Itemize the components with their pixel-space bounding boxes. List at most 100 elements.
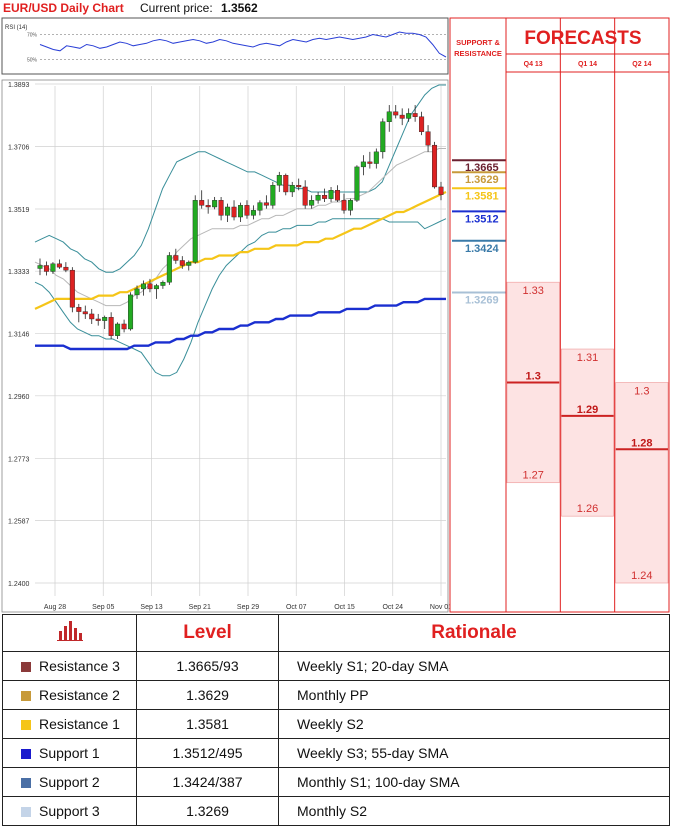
bar-chart-icon (56, 621, 83, 641)
candle-body (69, 269, 75, 308)
level-name: Resistance 2 (39, 687, 120, 703)
rsi-ref-label: 50% (27, 58, 38, 64)
forecast-low-label: 1.24 (631, 570, 652, 582)
candle-body (121, 323, 127, 330)
level-color-swatch (21, 778, 31, 788)
level-value: 1.3269 (136, 796, 279, 826)
candle-body (270, 185, 276, 206)
x-tick-label: Oct 24 (382, 604, 403, 611)
candle-body (37, 265, 43, 269)
sr-level-label: 1.3512 (465, 213, 499, 225)
candle-body (153, 285, 159, 290)
level-name-cell: Support 1 (2, 738, 137, 768)
forecast-high-label: 1.31 (577, 352, 598, 364)
candle-body (63, 266, 69, 271)
sr-level-label: 1.3629 (465, 174, 499, 186)
price-panel: 1.3893 1.3706 1.3519 1.3333 1.3146 1.2960 1.27… (1, 79, 452, 613)
rsi-ref-label: 70% (27, 33, 38, 39)
candle-body (360, 161, 366, 168)
forecast-low-label: 1.27 (522, 470, 543, 482)
candle-body (438, 186, 444, 195)
levels-table-row: Support 1 1.3512/495 Weekly S3; 55-day SMA (2, 738, 670, 768)
candle-body (179, 260, 185, 266)
sr-header-line1: SUPPORT & (456, 38, 500, 47)
candle-body (95, 318, 101, 321)
levels-table-container: Level Rationale Resistance 3 1.3665/93 Wee… (2, 614, 670, 826)
forecast-column-label: Q4 13 (524, 61, 543, 68)
candle-body (367, 161, 373, 164)
level-rationale: Weekly S1; 20-day SMA (278, 651, 670, 681)
forecasts-panel: FORECASTS Q4 13 1.33 1.3 1.27 Q1 14 1.31 1.29 1… (505, 17, 670, 613)
y-tick-label: 1.3893 (8, 82, 30, 89)
x-tick-label: Sep 21 (189, 604, 211, 611)
candle-body (160, 281, 166, 286)
candle-body (393, 111, 399, 116)
sr-level-label: 1.3581 (465, 190, 499, 202)
levels-table: Level Rationale Resistance 3 1.3665/93 Wee… (2, 614, 670, 826)
level-name-cell: Resistance 3 (2, 651, 137, 681)
candle-body (192, 200, 198, 263)
candle-body (82, 311, 88, 315)
candle-body (134, 288, 140, 296)
candle-body (56, 263, 62, 268)
header-icon-cell (2, 614, 137, 652)
level-color-swatch (21, 662, 31, 672)
candle-body (399, 114, 405, 119)
y-tick-label: 1.2773 (8, 456, 30, 463)
candle-body (322, 195, 328, 199)
level-name: Resistance 3 (39, 658, 120, 674)
y-tick-label: 1.2400 (8, 581, 30, 588)
sr-frame (449, 17, 507, 613)
levels-table-row: Resistance 2 1.3629 Monthly PP (2, 680, 670, 710)
level-rationale: Monthly S2 (278, 796, 670, 826)
rsi-line (39, 31, 447, 58)
level-value: 1.3629 (136, 680, 279, 710)
candle-body (186, 261, 192, 266)
levels-table-row: Support 3 1.3269 Monthly S2 (2, 796, 670, 826)
chart-title-bar: EUR/USD Daily Chart Current price: 1.356… (0, 0, 450, 18)
x-tick-label: Sep 13 (140, 604, 162, 611)
candle-body (289, 185, 295, 193)
price-frame (1, 79, 449, 613)
candle-body (315, 195, 321, 201)
current-price-value: 1.3562 (221, 1, 258, 15)
x-tick-label: Oct 07 (286, 604, 307, 611)
candle-body (425, 131, 431, 146)
level-rationale: Weekly S2 (278, 709, 670, 739)
candle-body (380, 121, 386, 153)
header-rationale: Rationale (278, 614, 670, 652)
candle-body (386, 111, 392, 122)
candle-body (140, 283, 146, 290)
candle-body (50, 263, 56, 272)
candle-body (205, 205, 211, 208)
y-tick-label: 1.3706 (8, 145, 30, 152)
forecast-range-box (561, 348, 614, 517)
bollinger-upper-line (34, 84, 446, 273)
candle-body (373, 151, 379, 164)
x-tick-label: Oct 15 (334, 604, 355, 611)
100-day-smaline (35, 297, 446, 351)
y-tick-label: 1.3333 (8, 269, 30, 276)
levels-table-row: Support 2 1.3424/387 Monthly S1; 100-day S… (2, 767, 670, 797)
y-tick-label: 1.3519 (8, 207, 30, 214)
candle-body (225, 206, 231, 216)
level-rationale: Monthly PP (278, 680, 670, 710)
level-name: Support 3 (39, 803, 100, 819)
candle-body (250, 210, 256, 216)
candle-body (89, 313, 95, 320)
candle-body (276, 175, 282, 186)
x-tick-label: Nov 01 (430, 604, 452, 611)
candle-body (283, 175, 289, 193)
forecasts-title: FORECASTS (524, 28, 641, 49)
chart-title: EUR/USD Daily Chart (3, 1, 124, 15)
chart-canvas: RSI (14) 70% 50% 1.3893 1.3706 1.3519 1.3333… (1, 17, 670, 613)
levels-table-row: Resistance 3 1.3665/93 Weekly S1; 20-day S… (2, 651, 670, 681)
level-value: 1.3512/495 (136, 738, 279, 768)
levels-table-header-row: Level Rationale (2, 614, 670, 652)
level-name-cell: Resistance 1 (2, 709, 137, 739)
candle-body (419, 116, 425, 132)
candle-body (173, 255, 179, 261)
rsi-title: RSI (14) (5, 25, 27, 31)
candle-body (354, 166, 360, 201)
